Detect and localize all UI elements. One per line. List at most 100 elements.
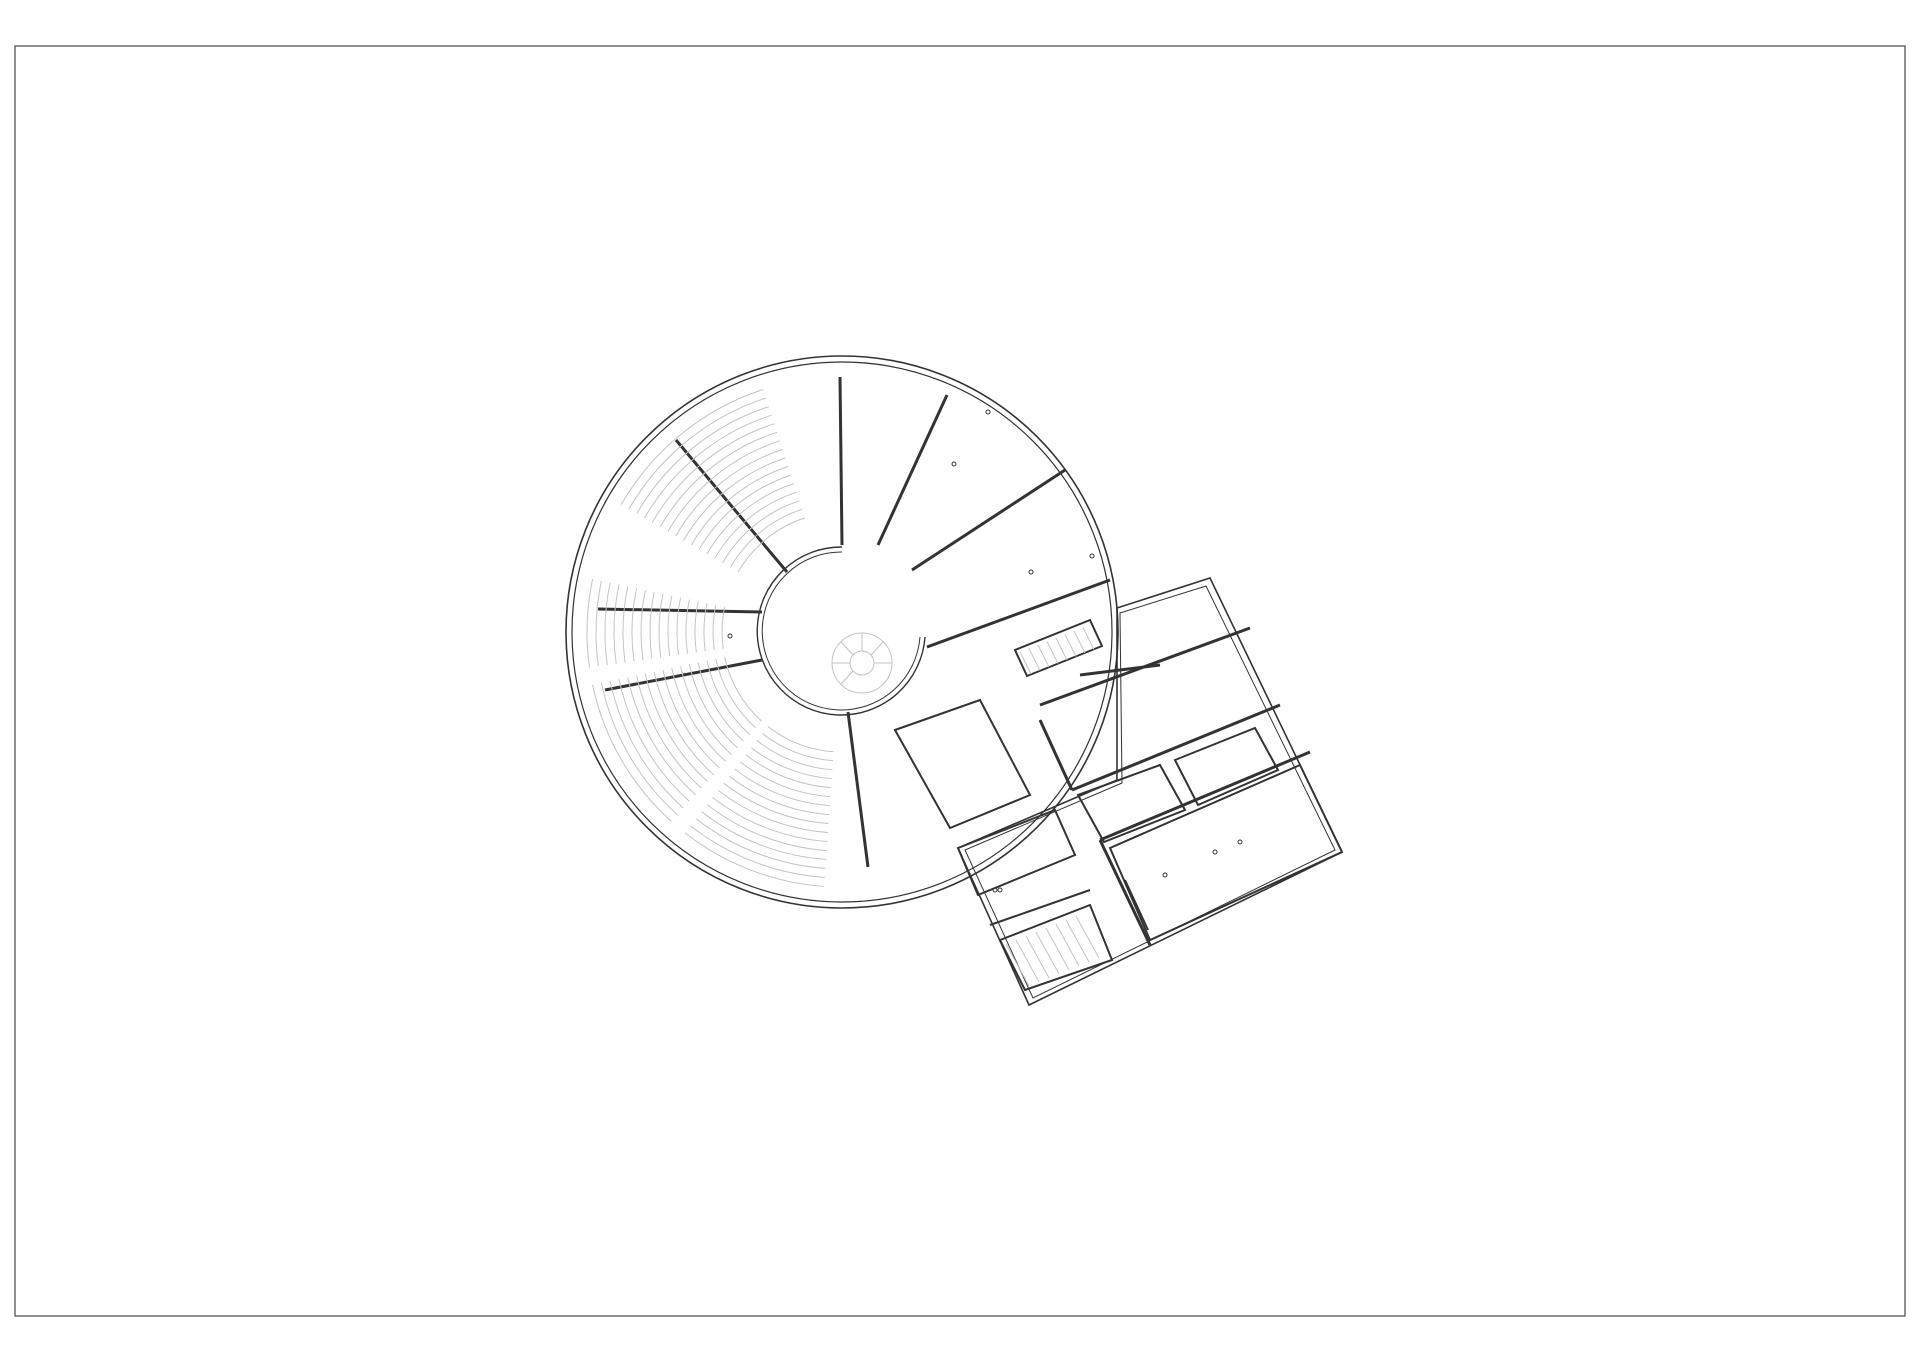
seat-row: [740, 761, 831, 798]
seat-row: [698, 474, 792, 550]
radial-walls: [597, 376, 1111, 868]
seat-row: [667, 595, 673, 657]
column: [1162, 872, 1168, 878]
stair-tread: [1035, 931, 1060, 975]
stair-tread: [1065, 919, 1090, 963]
seat-row: [604, 582, 611, 666]
seat-row: [688, 664, 738, 749]
stair-tread: [1055, 923, 1080, 967]
seat-row: [667, 440, 781, 532]
seat-row: [723, 782, 829, 824]
corridor-wall: [1099, 750, 1311, 842]
seat-row: [620, 389, 764, 505]
seat-row: [628, 397, 767, 510]
column: [997, 887, 1003, 893]
seat-row: [676, 597, 682, 656]
seat-row: [675, 448, 783, 537]
seat-row: [724, 656, 763, 722]
radial-wall-4: [876, 394, 949, 546]
stair-tread: [1019, 651, 1032, 675]
seat-row: [658, 593, 664, 658]
seat-row: [627, 677, 696, 796]
seat-row: [600, 682, 678, 816]
seat-row: [651, 423, 775, 523]
seat-row: [613, 584, 620, 664]
circular-wing: [565, 355, 1119, 909]
seat-row: [729, 508, 803, 568]
stair-tread: [1075, 915, 1100, 959]
central-lobby-wall: [756, 546, 926, 716]
seat-row: [745, 754, 832, 789]
column: [951, 461, 957, 467]
seat-row: [680, 666, 732, 755]
column: [1237, 839, 1243, 845]
seat-row: [636, 406, 769, 514]
stair-tread: [1073, 630, 1086, 654]
seat-row: [592, 684, 672, 822]
room-south-west: [956, 808, 1077, 897]
seat-row: [631, 588, 638, 662]
stair-tread: [1045, 927, 1070, 971]
column: [727, 633, 733, 639]
radial-wall-8: [926, 578, 1111, 649]
seat-row: [762, 733, 834, 762]
seat-row: [721, 606, 726, 649]
rectangular-wing: [893, 577, 1344, 1007]
stair-tread: [840, 641, 854, 656]
seat-row: [618, 679, 690, 802]
seat-row: [728, 775, 830, 816]
seat-row: [717, 790, 829, 833]
seat-row: [714, 491, 797, 559]
radial-wall-5: [911, 468, 1066, 572]
seat-row: [595, 580, 602, 667]
seat-row: [703, 603, 708, 652]
stair-tread: [1037, 644, 1050, 668]
room-office-west: [893, 698, 1032, 830]
seat-row: [756, 740, 833, 771]
stair-tread: [1005, 943, 1030, 987]
seat-row: [712, 797, 828, 842]
seat-row: [690, 825, 825, 878]
wall-segment: [1124, 879, 1149, 931]
central-lobby-wall-inner: [761, 551, 921, 711]
seat-row: [644, 673, 708, 782]
seat-row: [653, 671, 714, 776]
rect-wing-inner-wall: [964, 585, 1336, 999]
stair-tread: [1015, 939, 1040, 983]
column: [1028, 569, 1034, 575]
seat-row: [734, 768, 830, 807]
seat-row: [701, 811, 827, 860]
outer-wall-inner: [571, 361, 1113, 903]
stair-hatches: [1005, 627, 1100, 987]
column: [985, 409, 991, 415]
seat-row: [662, 669, 720, 769]
room-wc-block-2: [1173, 726, 1280, 807]
radial-wall-3: [838, 376, 844, 546]
seat-row: [684, 832, 825, 887]
corridor-wall: [1098, 839, 1152, 946]
seat-row: [644, 414, 772, 519]
corridor-wall: [1071, 703, 1281, 792]
room-south-stair: [998, 903, 1114, 992]
stair-tread: [1064, 634, 1077, 657]
radial-wall-7: [846, 711, 870, 868]
seat-row: [697, 662, 744, 742]
stair-tread: [840, 670, 854, 685]
seat-row: [706, 483, 794, 555]
seating-rows: [586, 389, 834, 887]
seat-row: [694, 601, 699, 653]
seat-row: [690, 466, 789, 546]
seat-row: [767, 726, 834, 753]
seat-row: [609, 681, 684, 809]
seat-row: [622, 586, 629, 663]
seat-row: [695, 818, 826, 869]
rooms: [893, 618, 1344, 992]
rect-columns: [992, 839, 1243, 893]
outer-wall-outer: [565, 355, 1119, 909]
stair-tread: [1055, 637, 1068, 661]
columns: [727, 409, 1095, 639]
column: [1089, 553, 1095, 559]
corridor-wall: [1038, 719, 1074, 791]
stair-tread: [1082, 627, 1095, 650]
